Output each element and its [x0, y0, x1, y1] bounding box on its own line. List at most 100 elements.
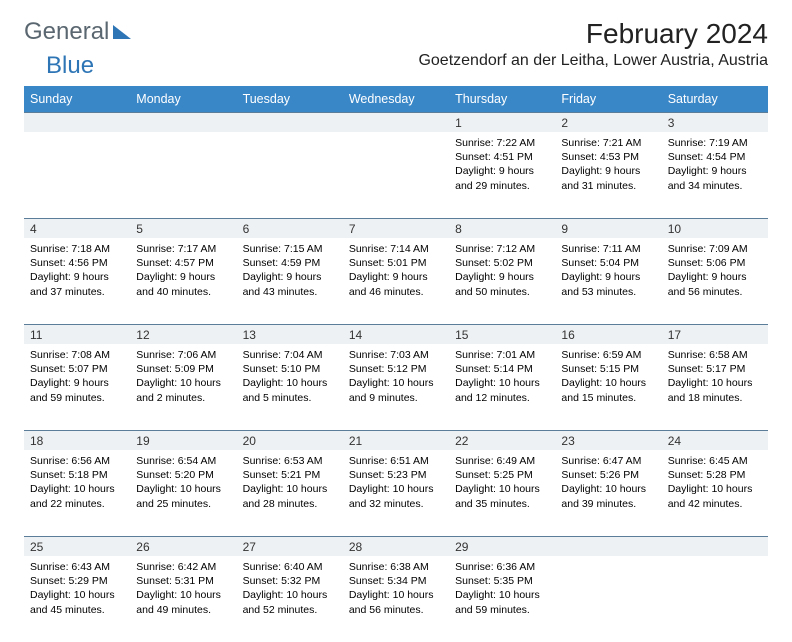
- day-header: Saturday: [662, 86, 768, 112]
- day-cell: Sunrise: 7:21 AMSunset: 4:53 PMDaylight:…: [555, 132, 661, 218]
- daylight1-text: Daylight: 9 hours: [561, 270, 655, 284]
- daylight2-text: and 35 minutes.: [455, 497, 549, 511]
- sunrise-text: Sunrise: 7:14 AM: [349, 242, 443, 256]
- daylight1-text: Daylight: 10 hours: [455, 376, 549, 390]
- sunrise-text: Sunrise: 7:06 AM: [136, 348, 230, 362]
- sunset-text: Sunset: 5:18 PM: [30, 468, 124, 482]
- daylight1-text: Daylight: 10 hours: [561, 482, 655, 496]
- sunset-text: Sunset: 5:23 PM: [349, 468, 443, 482]
- daylight2-text: and 42 minutes.: [668, 497, 762, 511]
- day-number: 29: [449, 537, 555, 556]
- daylight1-text: Daylight: 10 hours: [455, 588, 549, 602]
- daylight1-text: Daylight: 9 hours: [243, 270, 337, 284]
- day-cell: Sunrise: 6:47 AMSunset: 5:26 PMDaylight:…: [555, 450, 661, 536]
- day-cell: Sunrise: 7:22 AMSunset: 4:51 PMDaylight:…: [449, 132, 555, 218]
- day-number: [662, 537, 768, 556]
- day-cell: Sunrise: 7:15 AMSunset: 4:59 PMDaylight:…: [237, 238, 343, 324]
- day-cell-empty: [237, 132, 343, 218]
- sunrise-text: Sunrise: 7:17 AM: [136, 242, 230, 256]
- daylight1-text: Daylight: 10 hours: [349, 588, 443, 602]
- week-row: Sunrise: 7:18 AMSunset: 4:56 PMDaylight:…: [24, 238, 768, 324]
- day-cell: Sunrise: 7:08 AMSunset: 5:07 PMDaylight:…: [24, 344, 130, 430]
- sunset-text: Sunset: 5:15 PM: [561, 362, 655, 376]
- day-cell: Sunrise: 6:56 AMSunset: 5:18 PMDaylight:…: [24, 450, 130, 536]
- day-cell: Sunrise: 7:06 AMSunset: 5:09 PMDaylight:…: [130, 344, 236, 430]
- sunset-text: Sunset: 5:35 PM: [455, 574, 549, 588]
- sunrise-text: Sunrise: 6:36 AM: [455, 560, 549, 574]
- day-number: 9: [555, 219, 661, 238]
- daylight1-text: Daylight: 10 hours: [243, 588, 337, 602]
- day-number: 24: [662, 431, 768, 450]
- day-number: 2: [555, 113, 661, 132]
- day-cell: Sunrise: 7:17 AMSunset: 4:57 PMDaylight:…: [130, 238, 236, 324]
- sunset-text: Sunset: 4:53 PM: [561, 150, 655, 164]
- day-cell-empty: [130, 132, 236, 218]
- daylight2-text: and 56 minutes.: [349, 603, 443, 617]
- daylight2-text: and 9 minutes.: [349, 391, 443, 405]
- day-number-row: 18192021222324: [24, 431, 768, 450]
- daylight2-text: and 46 minutes.: [349, 285, 443, 299]
- daylight1-text: Daylight: 9 hours: [561, 164, 655, 178]
- sunset-text: Sunset: 5:06 PM: [668, 256, 762, 270]
- daylight2-text: and 53 minutes.: [561, 285, 655, 299]
- day-cell: Sunrise: 7:18 AMSunset: 4:56 PMDaylight:…: [24, 238, 130, 324]
- day-cell: Sunrise: 6:54 AMSunset: 5:20 PMDaylight:…: [130, 450, 236, 536]
- week-row: Sunrise: 6:56 AMSunset: 5:18 PMDaylight:…: [24, 450, 768, 536]
- day-number: 7: [343, 219, 449, 238]
- sunset-text: Sunset: 5:09 PM: [136, 362, 230, 376]
- daylight1-text: Daylight: 10 hours: [136, 376, 230, 390]
- brand-part2: Blue: [46, 52, 94, 79]
- day-number: [237, 113, 343, 132]
- day-number: 20: [237, 431, 343, 450]
- sunrise-text: Sunrise: 6:58 AM: [668, 348, 762, 362]
- day-cell: Sunrise: 6:58 AMSunset: 5:17 PMDaylight:…: [662, 344, 768, 430]
- daylight2-text: and 50 minutes.: [455, 285, 549, 299]
- daylight2-text: and 59 minutes.: [455, 603, 549, 617]
- daylight2-text: and 59 minutes.: [30, 391, 124, 405]
- brand-part1: General: [24, 18, 109, 46]
- title-block: February 2024 Goetzendorf an der Leitha,…: [418, 18, 768, 70]
- daylight1-text: Daylight: 10 hours: [30, 482, 124, 496]
- day-cell: Sunrise: 6:40 AMSunset: 5:32 PMDaylight:…: [237, 556, 343, 642]
- sunset-text: Sunset: 5:26 PM: [561, 468, 655, 482]
- sunrise-text: Sunrise: 7:15 AM: [243, 242, 337, 256]
- daylight1-text: Daylight: 10 hours: [243, 482, 337, 496]
- day-header-row: Sunday Monday Tuesday Wednesday Thursday…: [24, 86, 768, 112]
- sunset-text: Sunset: 5:34 PM: [349, 574, 443, 588]
- sunset-text: Sunset: 5:25 PM: [455, 468, 549, 482]
- day-number: 28: [343, 537, 449, 556]
- day-number: 18: [24, 431, 130, 450]
- sunrise-text: Sunrise: 6:42 AM: [136, 560, 230, 574]
- day-header: Tuesday: [237, 86, 343, 112]
- day-number: 10: [662, 219, 768, 238]
- location-text: Goetzendorf an der Leitha, Lower Austria…: [418, 52, 768, 70]
- day-number: 11: [24, 325, 130, 344]
- daylight2-text: and 31 minutes.: [561, 179, 655, 193]
- calendar-grid: Sunday Monday Tuesday Wednesday Thursday…: [24, 86, 768, 642]
- day-number: [555, 537, 661, 556]
- brand-mark-icon: [113, 25, 131, 39]
- day-number: 27: [237, 537, 343, 556]
- sunrise-text: Sunrise: 7:01 AM: [455, 348, 549, 362]
- day-cell: Sunrise: 6:53 AMSunset: 5:21 PMDaylight:…: [237, 450, 343, 536]
- daylight2-text: and 43 minutes.: [243, 285, 337, 299]
- day-number: 4: [24, 219, 130, 238]
- day-cell: Sunrise: 7:04 AMSunset: 5:10 PMDaylight:…: [237, 344, 343, 430]
- daylight2-text: and 15 minutes.: [561, 391, 655, 405]
- daylight1-text: Daylight: 10 hours: [668, 376, 762, 390]
- daylight2-text: and 29 minutes.: [455, 179, 549, 193]
- day-cell-empty: [24, 132, 130, 218]
- day-cell: Sunrise: 6:49 AMSunset: 5:25 PMDaylight:…: [449, 450, 555, 536]
- sunset-text: Sunset: 5:07 PM: [30, 362, 124, 376]
- day-header: Monday: [130, 86, 236, 112]
- sunset-text: Sunset: 5:20 PM: [136, 468, 230, 482]
- sunrise-text: Sunrise: 7:03 AM: [349, 348, 443, 362]
- day-cell: Sunrise: 7:19 AMSunset: 4:54 PMDaylight:…: [662, 132, 768, 218]
- daylight1-text: Daylight: 9 hours: [349, 270, 443, 284]
- week-block: 2526272829Sunrise: 6:43 AMSunset: 5:29 P…: [24, 536, 768, 642]
- sunset-text: Sunset: 5:02 PM: [455, 256, 549, 270]
- sunset-text: Sunset: 5:17 PM: [668, 362, 762, 376]
- sunset-text: Sunset: 4:57 PM: [136, 256, 230, 270]
- day-cell: Sunrise: 6:36 AMSunset: 5:35 PMDaylight:…: [449, 556, 555, 642]
- week-block: 18192021222324Sunrise: 6:56 AMSunset: 5:…: [24, 430, 768, 536]
